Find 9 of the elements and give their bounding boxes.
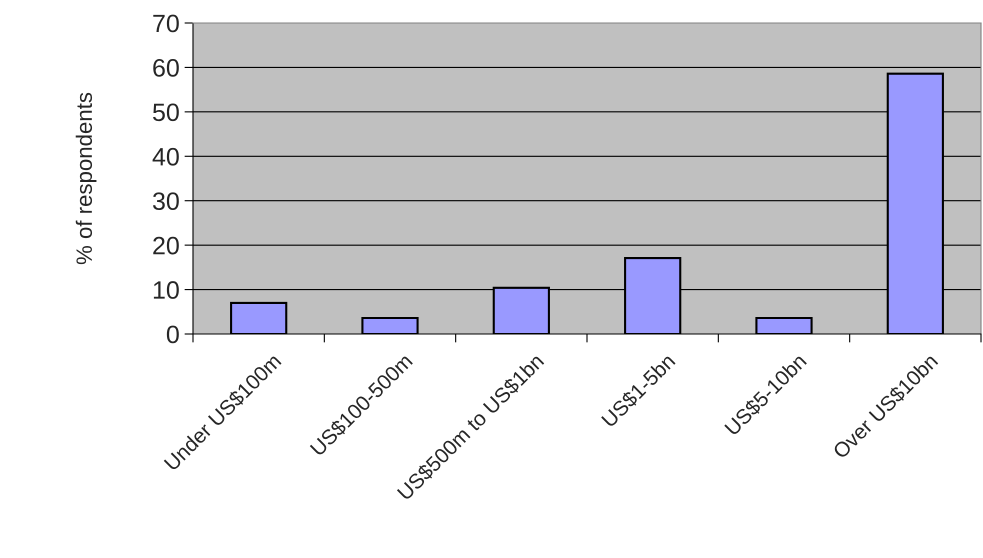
y-tick-label: 60 <box>153 59 179 77</box>
y-tick-label: 70 <box>153 14 179 32</box>
y-tick-label: 10 <box>154 281 179 299</box>
y-tick-label: 40 <box>152 148 179 166</box>
y-tick-label: 0 <box>166 326 179 344</box>
y-tick-label: 30 <box>152 192 179 210</box>
y-tick-label: 50 <box>153 103 179 122</box>
y-axis-title: % of respondents <box>76 92 96 264</box>
y-tick-label: 20 <box>153 236 179 254</box>
